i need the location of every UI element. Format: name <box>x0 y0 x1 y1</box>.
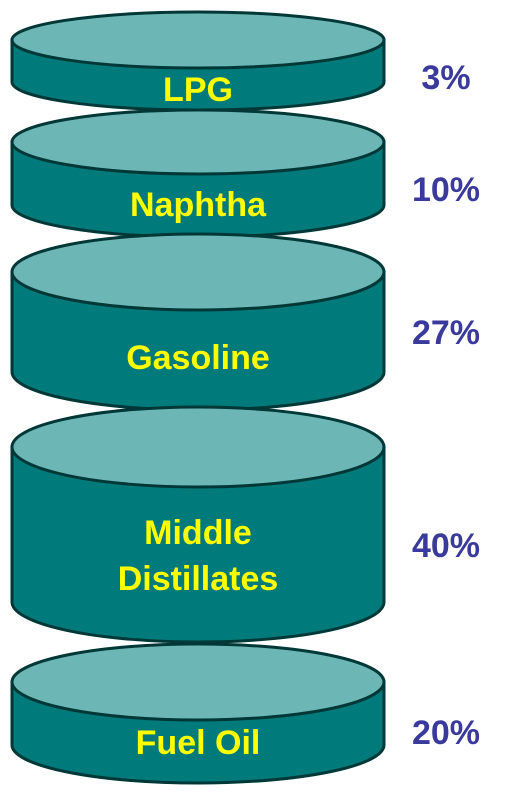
cylinder-top <box>10 642 386 722</box>
cylinder-top <box>10 10 386 70</box>
cylinder-label: Middle <box>144 514 252 552</box>
cylinder-label: Naphtha <box>130 186 267 224</box>
cylinder: Gasoline <box>10 232 386 412</box>
cylinder: LPG <box>10 10 386 112</box>
percent-label: 3% <box>421 59 470 97</box>
percent-label: 20% <box>412 714 480 752</box>
percent-label: 40% <box>412 527 480 565</box>
cylinder-body <box>10 445 386 644</box>
cylinder-label: LPG <box>163 71 233 109</box>
cylinder: Naphtha <box>10 108 386 239</box>
cylinder-label: Gasoline <box>126 339 270 377</box>
cylinder: Middle Distillates <box>10 405 386 644</box>
cylinder-top <box>10 405 386 489</box>
cylinder: Fuel Oil <box>10 642 386 785</box>
cylinder-top <box>10 108 386 176</box>
percent-label: 27% <box>412 314 480 352</box>
cylinder-label: Distillates <box>118 560 279 598</box>
cylinder-label: Fuel Oil <box>136 724 261 762</box>
percent-label: 10% <box>412 171 480 209</box>
cylinder-top <box>10 232 386 312</box>
